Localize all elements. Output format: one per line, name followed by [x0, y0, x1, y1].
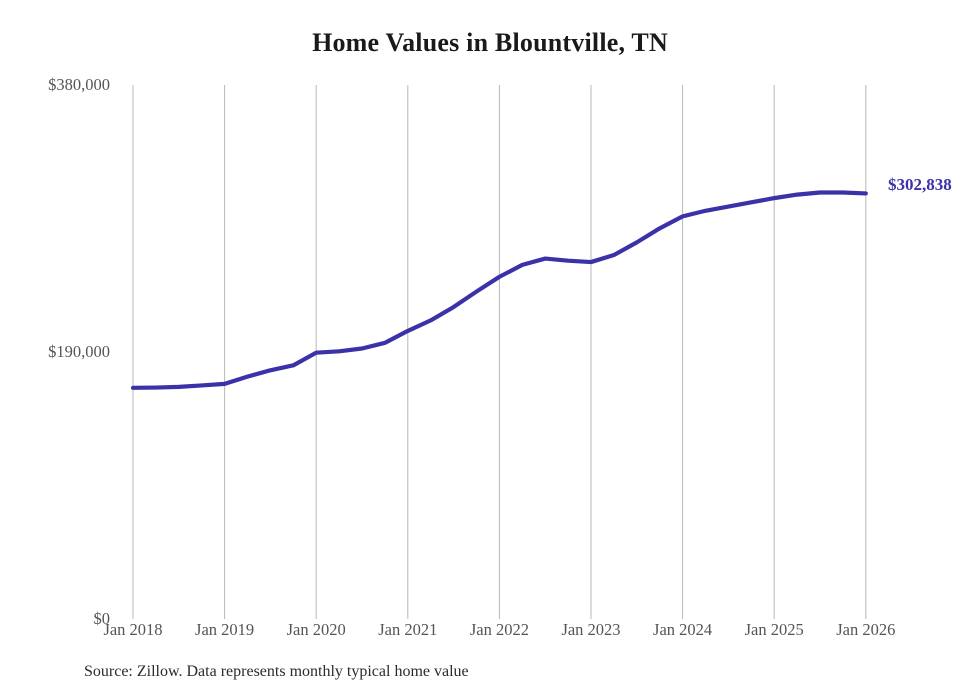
x-axis-tick-jan-2023: Jan 2023 [561, 620, 621, 639]
x-axis-tick-jan-2025: Jan 2025 [744, 620, 804, 639]
y-axis-tick-zero: $0 [93, 609, 111, 628]
x-axis-tick-jan-2024: Jan 2024 [653, 620, 713, 639]
x-axis-tick-jan-2021: Jan 2021 [378, 620, 438, 639]
end-value-annotation: $302,838 [888, 175, 952, 194]
y-axis-tick-mid: $190,000 [48, 342, 110, 361]
home-value-line [130, 190, 868, 390]
x-axis-tick-jan-2026: Jan 2026 [836, 620, 896, 639]
x-axis-tick-jan-2020: Jan 2020 [286, 620, 346, 639]
x-axis-tick-jan-2022: Jan 2022 [469, 620, 529, 639]
chart-title: Home Values in Blountville, TN [312, 28, 668, 57]
x-axis-tick-jan-2019: Jan 2019 [195, 620, 255, 639]
y-axis-tick-top: $380,000 [48, 75, 110, 94]
source-note: Source: Zillow. Data represents monthly … [84, 663, 469, 680]
x-axis-tick-jan-2018: Jan 2018 [103, 620, 163, 639]
gridlines [132, 85, 867, 619]
